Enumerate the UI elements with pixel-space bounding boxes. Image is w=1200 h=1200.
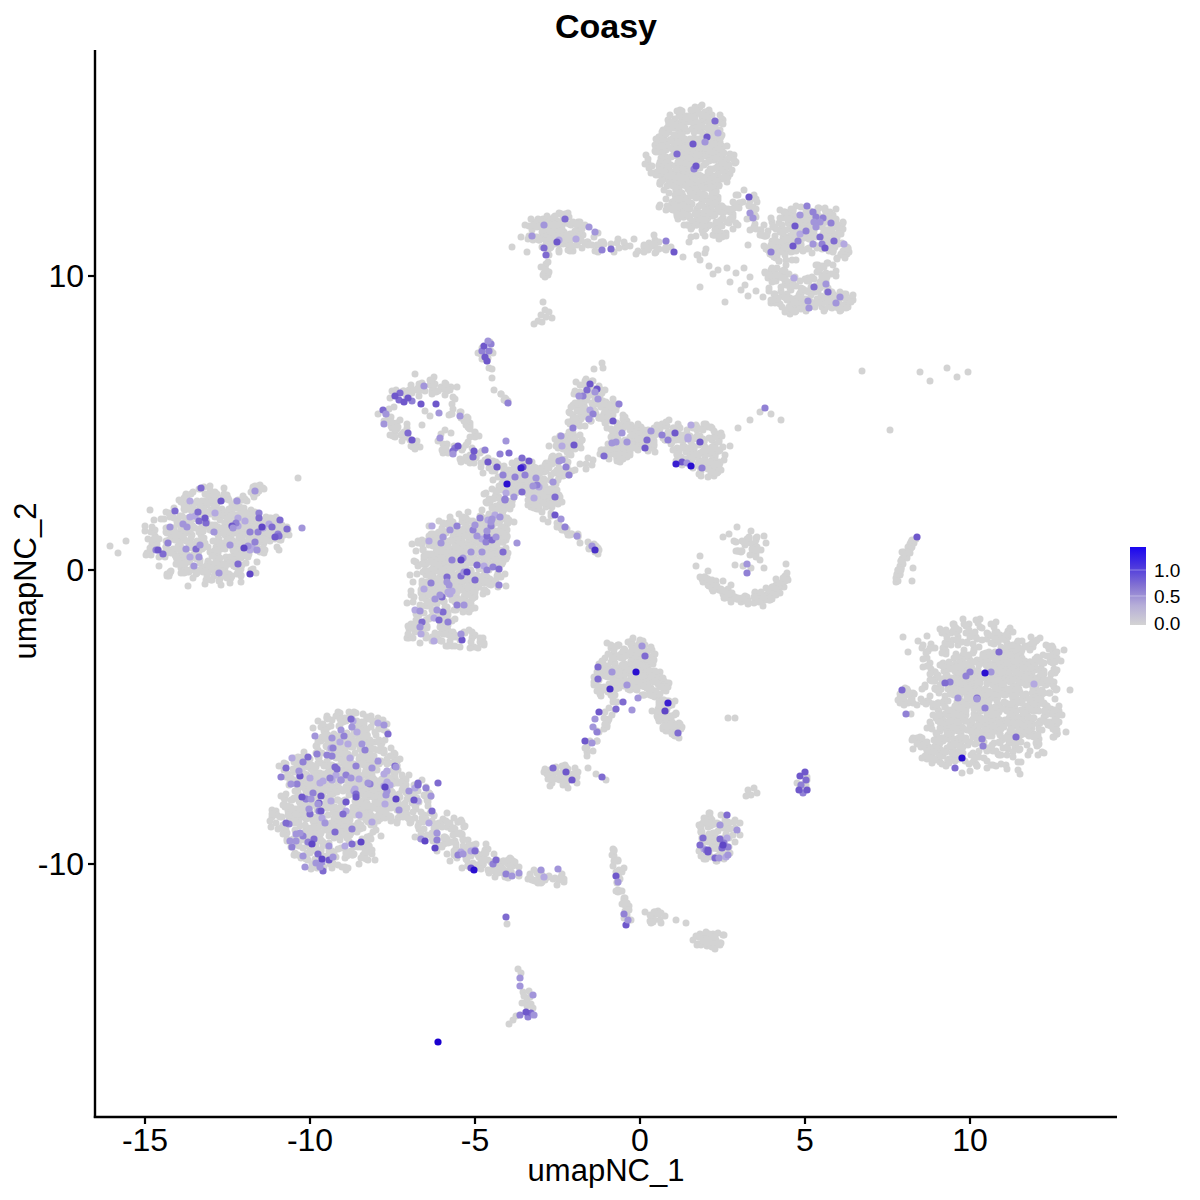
svg-text:1.0: 1.0 <box>1154 560 1180 581</box>
svg-text:Coasy: Coasy <box>555 7 657 45</box>
svg-text:-5: -5 <box>461 1122 489 1158</box>
svg-text:0: 0 <box>66 552 84 588</box>
svg-text:10: 10 <box>48 258 84 294</box>
svg-text:0.5: 0.5 <box>1154 586 1180 607</box>
svg-text:-10: -10 <box>287 1122 333 1158</box>
svg-text:10: 10 <box>952 1122 988 1158</box>
svg-text:umapNC_1: umapNC_1 <box>528 1153 685 1188</box>
svg-text:umapNC_2: umapNC_2 <box>8 503 43 660</box>
svg-text:-15: -15 <box>122 1122 168 1158</box>
svg-text:5: 5 <box>796 1122 814 1158</box>
svg-text:-10: -10 <box>38 846 84 882</box>
svg-text:0.0: 0.0 <box>1154 613 1180 634</box>
